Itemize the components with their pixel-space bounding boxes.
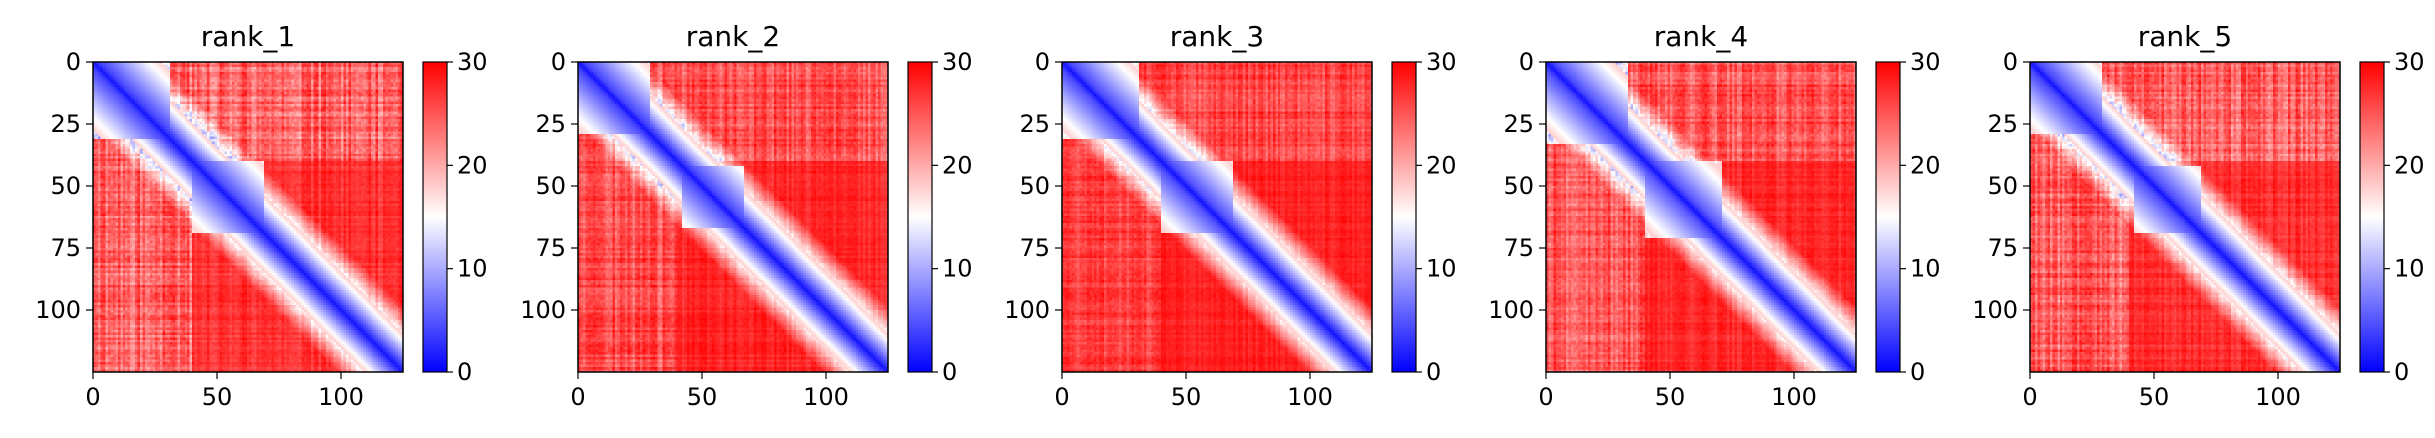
colorbar-tick-label: 0 [1910, 358, 1925, 386]
colorbar-tick-label: 30 [1910, 48, 1941, 76]
panel-title: rank_5 [2138, 20, 2232, 53]
heatmap-frame [2029, 61, 2341, 373]
colorbar-tick-label: 20 [942, 151, 973, 179]
x-tick-label: 50 [687, 383, 718, 411]
colorbar-tick-label: 20 [2394, 151, 2425, 179]
x-tick-label: 100 [318, 383, 364, 411]
heatmap-cells [1546, 62, 1856, 372]
colorbar-tick-label: 10 [942, 255, 973, 283]
colorbar-tick-label: 10 [1426, 255, 1457, 283]
heatmap-frame [577, 61, 889, 373]
y-tick-label: 100 [1488, 296, 1534, 324]
x-tick-label: 50 [1171, 383, 1202, 411]
y-tick-label: 100 [35, 296, 81, 324]
y-tick-label: 75 [50, 234, 81, 262]
panel-title: rank_2 [686, 20, 780, 53]
y-tick-label: 100 [520, 296, 566, 324]
y-tick-label: 50 [50, 172, 81, 200]
colorbar-tick-label: 20 [1910, 151, 1941, 179]
x-tick-label: 0 [2022, 383, 2037, 411]
y-tick-label: 25 [1503, 110, 1534, 138]
y-tick-label: 75 [1019, 234, 1050, 262]
colorbar-tick-label: 30 [457, 48, 488, 76]
heatmap-cells [578, 62, 888, 372]
x-tick-label: 50 [1655, 383, 1686, 411]
colorbar [1875, 61, 1901, 373]
y-tick-label: 25 [1019, 110, 1050, 138]
heatmap-cells [2030, 62, 2340, 372]
x-tick-label: 100 [1287, 383, 1333, 411]
x-tick-label: 0 [570, 383, 585, 411]
colorbar-tick-label: 0 [457, 358, 472, 386]
colorbar-tick-label: 0 [2394, 358, 2409, 386]
y-tick-label: 75 [1503, 234, 1534, 262]
heatmap-panel: rank_1 0 50 100 0 25 50 75 100 0 10 20 30 [35, 20, 487, 411]
y-tick-label: 75 [1987, 234, 2018, 262]
y-tick-label: 50 [1019, 172, 1050, 200]
y-tick-label: 25 [1987, 110, 2018, 138]
colorbar-tick-label: 30 [942, 48, 973, 76]
x-tick-label: 50 [2139, 383, 2170, 411]
y-tick-label: 75 [535, 234, 566, 262]
heatmap-frame [1545, 61, 1857, 373]
colorbar-tick-label: 10 [1910, 255, 1941, 283]
colorbar-tick-label: 30 [1426, 48, 1457, 76]
y-tick-label: 0 [1519, 48, 1534, 76]
panel-title: rank_3 [1170, 20, 1264, 53]
y-tick-label: 50 [1987, 172, 2018, 200]
x-tick-label: 100 [803, 383, 849, 411]
y-tick-label: 25 [535, 110, 566, 138]
heatmap-panel: rank_4 0 50 100 0 25 50 75 100 0 10 20 30 [1488, 20, 1940, 411]
x-tick-label: 0 [85, 383, 100, 411]
colorbar [422, 61, 448, 373]
panel-title: rank_1 [201, 20, 295, 53]
colorbar [907, 61, 933, 373]
colorbar-tick-label: 20 [457, 151, 488, 179]
heatmap-panel: rank_2 0 50 100 0 25 50 75 100 0 10 20 30 [520, 20, 972, 411]
colorbar-tick-label: 10 [457, 255, 488, 283]
y-tick-label: 100 [1972, 296, 2018, 324]
heatmap-cells [93, 62, 403, 372]
y-tick-label: 50 [535, 172, 566, 200]
y-tick-label: 0 [2003, 48, 2018, 76]
x-tick-label: 0 [1054, 383, 1069, 411]
heatmap-panel: rank_3 0 50 100 0 25 50 75 100 0 10 20 30 [1004, 20, 1456, 411]
y-tick-label: 100 [1004, 296, 1050, 324]
colorbar-tick-label: 0 [942, 358, 957, 386]
y-tick-label: 0 [1035, 48, 1050, 76]
y-tick-label: 0 [66, 48, 81, 76]
y-tick-label: 50 [1503, 172, 1534, 200]
heatmap-frame [1061, 61, 1373, 373]
y-tick-label: 25 [50, 110, 81, 138]
x-tick-label: 100 [2255, 383, 2301, 411]
colorbar-tick-label: 30 [2394, 48, 2425, 76]
colorbar-tick-label: 20 [1426, 151, 1457, 179]
colorbar [2359, 61, 2385, 373]
y-tick-label: 0 [551, 48, 566, 76]
heatmap-panel: rank_5 0 50 100 0 25 50 75 100 0 10 20 30 [1972, 20, 2424, 411]
heatmap-cells [1062, 62, 1372, 372]
colorbar [1391, 61, 1417, 373]
heatmap-frame [92, 61, 404, 373]
x-tick-label: 50 [202, 383, 233, 411]
colorbar-tick-label: 0 [1426, 358, 1441, 386]
panel-title: rank_4 [1654, 20, 1748, 53]
x-tick-label: 0 [1538, 383, 1553, 411]
x-tick-label: 100 [1771, 383, 1817, 411]
colorbar-tick-label: 10 [2394, 255, 2425, 283]
